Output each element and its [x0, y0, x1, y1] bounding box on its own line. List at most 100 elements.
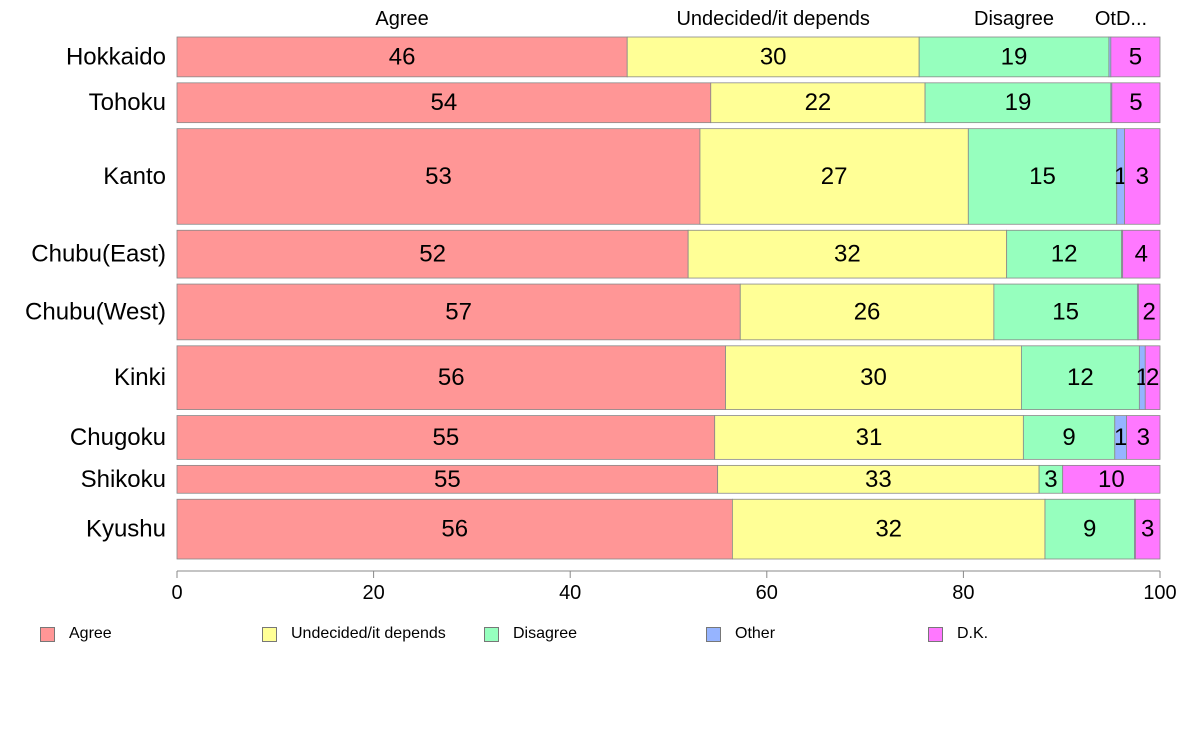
data-label: 12: [1067, 364, 1094, 391]
x-tick-label: 100: [1143, 582, 1176, 604]
data-label: 9: [1062, 424, 1075, 451]
data-label: 2: [1143, 298, 1156, 325]
bar-segment: [1006, 229, 1123, 279]
data-label: 31: [856, 424, 883, 451]
data-label: 22: [805, 89, 832, 116]
legend-label: Disagree: [513, 625, 578, 642]
data-label: 53: [425, 163, 452, 190]
category-label: Chubu(East): [31, 241, 166, 268]
bar-segment: [1062, 464, 1161, 494]
category-label: Hokkaido: [66, 43, 166, 70]
data-label: 12: [1051, 241, 1078, 268]
bar-segment: [1020, 345, 1140, 410]
bar-segment: [176, 128, 701, 225]
bar-segment: [176, 498, 733, 560]
bar-segment: [714, 415, 1024, 460]
data-label: 26: [854, 298, 881, 325]
legend-item: D.K.: [928, 620, 988, 648]
top-labels: Agree Undecided/it depends Disagree OtD...: [375, 8, 1147, 30]
bar-segment: [1126, 415, 1161, 460]
bar-segment: [176, 415, 716, 460]
data-label: 32: [875, 516, 902, 543]
data-label: 30: [860, 364, 887, 391]
legend-item: Disagree: [484, 620, 577, 648]
top-label: Disagree: [974, 8, 1054, 30]
data-label: 52: [419, 241, 446, 268]
bar-segment: [1137, 283, 1161, 341]
data-label: 54: [431, 89, 458, 116]
bar-segment: [176, 82, 712, 124]
data-label: 10: [1098, 466, 1125, 493]
legend-swatch: [262, 626, 277, 642]
x-tick-label: 60: [756, 582, 778, 604]
bar-segment: [1044, 498, 1135, 560]
legend-swatch: [484, 626, 499, 642]
bar-segment: [1144, 345, 1161, 410]
data-label: 46: [389, 43, 416, 70]
bar-segment: [176, 36, 628, 78]
legend-label: D.K.: [957, 625, 989, 642]
data-label: 27: [821, 163, 848, 190]
legend-swatch: [40, 626, 55, 642]
top-label: Undecided/it depends: [676, 8, 869, 30]
data-label: 1: [1114, 424, 1127, 451]
x-axis: 0 20 40 60 80 100: [171, 570, 1177, 604]
data-label: 9: [1083, 516, 1096, 543]
bar-segment: [1122, 229, 1161, 279]
data-label: 32: [834, 241, 861, 268]
x-tick-label: 80: [952, 582, 974, 604]
category-label: Kinki: [114, 364, 166, 391]
x-tick-label: 20: [362, 582, 384, 604]
x-tick-label: 40: [559, 582, 581, 604]
data-label: 57: [445, 298, 472, 325]
data-label: 30: [760, 43, 787, 70]
data-label: 3: [1136, 163, 1149, 190]
data-label: 15: [1029, 163, 1056, 190]
legend-item: Agree: [40, 620, 112, 648]
bar-segment: [1124, 128, 1161, 225]
data-label: 2: [1146, 364, 1159, 391]
data-label: 3: [1044, 466, 1057, 493]
data-label: 1: [1114, 163, 1127, 190]
bar-segment: [176, 345, 726, 410]
category-label: Kanto: [103, 163, 166, 190]
category-label: Chubu(West): [25, 298, 166, 325]
legend-item: Undecided/it depends: [262, 620, 446, 648]
category-label: Kyushu: [86, 516, 166, 543]
bar-segment: [1111, 82, 1161, 124]
top-label: Agree: [375, 8, 428, 30]
data-label: 56: [441, 516, 468, 543]
x-tick-label: 0: [171, 582, 182, 604]
bar-segment: [967, 128, 1118, 225]
bar-segment: [176, 283, 741, 341]
legend-label: Other: [735, 625, 776, 642]
legend-swatch: [928, 626, 943, 642]
data-label: 55: [434, 466, 461, 493]
data-label: 56: [438, 364, 465, 391]
bar-segment: [626, 36, 920, 78]
bar-segment: [739, 283, 995, 341]
data-label: 3: [1141, 516, 1154, 543]
bar-segment: [687, 229, 1008, 279]
data-label: 5: [1129, 89, 1142, 116]
top-label: OtD...: [1095, 8, 1147, 30]
bar-segment: [918, 36, 1110, 78]
data-label: 19: [1005, 89, 1032, 116]
bar-segment: [924, 82, 1112, 124]
data-label: 19: [1001, 43, 1028, 70]
legend-label: Undecided/it depends: [291, 625, 446, 642]
data-label: 15: [1052, 298, 1079, 325]
bar-segment: [710, 82, 926, 124]
data-label: 5: [1129, 43, 1142, 70]
data-label: 3: [1137, 424, 1150, 451]
bar-segment: [717, 464, 1040, 494]
category-label: Chugoku: [70, 424, 166, 451]
category-label: Shikoku: [81, 466, 166, 493]
legend-swatch: [706, 626, 721, 642]
legend-item: Other: [706, 620, 775, 648]
bar-segment: [731, 498, 1046, 560]
bar-segment: [1135, 498, 1161, 560]
legend-label: Agree: [69, 625, 112, 642]
